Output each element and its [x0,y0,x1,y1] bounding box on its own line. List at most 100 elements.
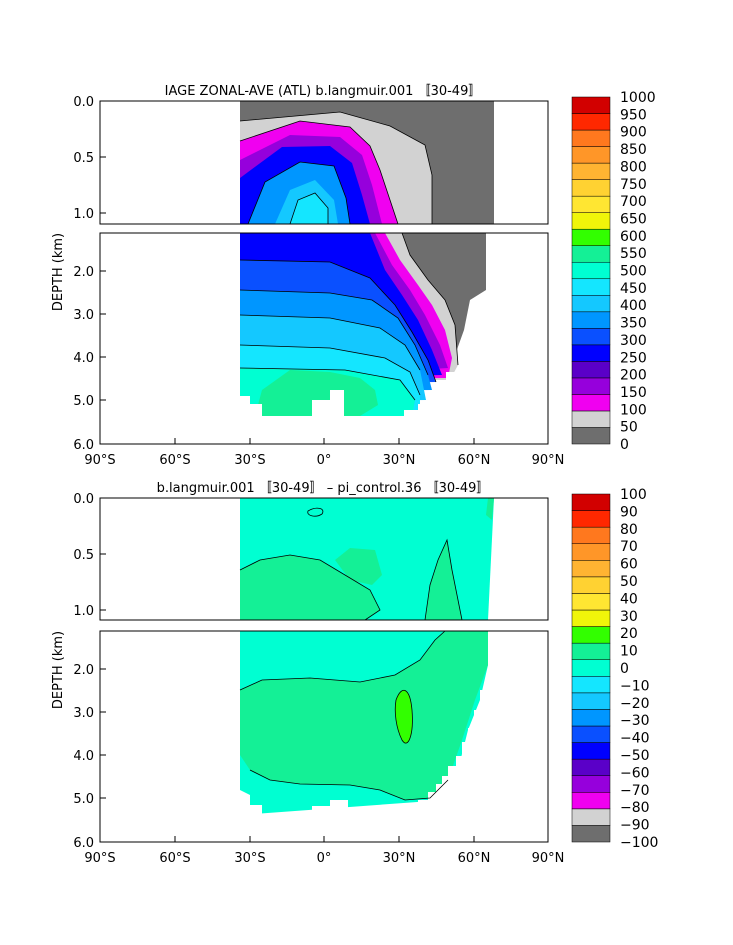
colorbar-swatch [571,344,611,362]
colorbar-level-label: 500 [620,264,647,280]
colorbar-level-label: −40 [620,731,650,747]
colorbar-level-label: 800 [620,159,647,175]
panel-2-y-tick-label: 6.0 [73,836,94,851]
colorbar-swatch [571,758,611,776]
colorbar-level-label: 450 [620,281,647,297]
panel-1-contour-a [239,120,399,225]
colorbar-swatch [571,377,611,395]
panel-2: b.langmuir.001 〚30-49〛 – pi_control.36 〚… [51,481,658,866]
colorbar-swatch [571,510,611,528]
colorbar-swatch [571,493,611,511]
panel-2-y-tick-label: 3.0 [73,706,94,721]
panel-1-lower-550 [255,370,378,416]
colorbar-level-label: 80 [620,522,638,538]
panel-2-x-tick-label: 0° [317,851,332,866]
colorbar-level-label: 1000 [620,90,656,106]
panel-2-lower-green [395,690,413,744]
panel-2-x-tick-label: 30°N [383,851,416,866]
panel-2-y-tick-label: 4.0 [73,749,94,764]
colorbar-level-label: −90 [620,818,650,834]
panel-2-x-tick-label: 60°N [458,851,491,866]
panel-1-field-upper [239,101,494,225]
panel-1-field-lower [239,232,548,444]
colorbar-level-label: 60 [620,557,638,573]
colorbar-swatch [571,642,611,660]
colorbar-level-label: 10 [620,644,638,660]
colorbar-level-label: 300 [620,333,647,349]
colorbar-swatch [571,808,611,826]
panel-2-region-pos-d [486,498,494,520]
panel-2-y-ticks-lower: 2.0 3.0 4.0 5.0 6.0 [73,663,106,851]
colorbar-level-label: −100 [620,835,658,851]
panel-2-x-tick-label: 30°S [234,851,265,866]
colorbar-swatch [571,228,611,246]
panel-1-x-tick-label: 30°S [234,453,265,468]
colorbar-level-label: 350 [620,316,647,332]
colorbar-swatch [571,725,611,743]
colorbar-level-label: 20 [620,626,638,642]
panel-1-region-400 [290,193,328,224]
colorbar-level-label: 100 [620,402,647,418]
panel-2-region-pos-b [335,548,382,585]
panel-2-colorbar: −100−90−80−70−60−50−40−30−20−10010203040… [571,487,658,851]
panel-2-lower-mask-3 [404,690,488,842]
panel-1-y-tick-label: 0.5 [73,151,94,166]
panel-1-contour-c [247,161,351,225]
colorbar-swatch [571,676,611,694]
colorbar-swatch [571,427,611,445]
colorbar-level-label: 40 [620,591,638,607]
colorbar-swatch [571,361,611,379]
colorbar-swatch [571,96,611,114]
panel-2-contour-b [424,538,463,621]
panel-2-x-tick-label: 90°S [84,851,115,866]
colorbar-swatch [571,692,611,710]
colorbar-swatch [571,825,611,843]
colorbar-swatch [571,146,611,164]
colorbar-swatch [571,659,611,677]
panel-1-y-tick-label: 6.0 [73,438,94,453]
colorbar-swatch [571,576,611,594]
panel-1-y-tick-label: 2.0 [73,265,94,280]
panel-1-x-tick-label: 60°N [458,453,491,468]
colorbar-swatch [571,609,611,627]
colorbar-level-label: 850 [620,142,647,158]
colorbar-swatch [571,626,611,644]
colorbar-swatch [571,113,611,131]
panel-2-y-tick-label: 5.0 [73,792,94,807]
panel-1-y-ticks-upper: 0.0 0.5 1.0 [73,95,106,222]
colorbar-swatch [571,195,611,213]
panel-1-x-tick-label: 90°S [84,453,115,468]
panel-1-colorbar: 0501001502002503003504004505005506006507… [571,90,656,453]
colorbar-level-label: 550 [620,246,647,262]
colorbar-level-label: 70 [620,539,638,555]
panel-1-y-tick-label: 4.0 [73,351,94,366]
panel-2-y-tick-label: 0.5 [73,548,94,563]
panel-1-lower-contour-f [401,232,459,366]
colorbar-level-label: 0 [620,437,629,453]
panel-2-lower-contour-c [394,689,413,744]
panel-2-y-ticks-upper: 0.0 0.5 1.0 [73,492,106,619]
panel-1-y-tick-label: 1.0 [73,207,94,222]
colorbar-level-label: 750 [620,177,647,193]
panel-2-contour-a [239,554,381,621]
panel-2-x-tick-label: 90°N [532,851,565,866]
panel-1-y-ticks-lower: 2.0 3.0 4.0 5.0 6.0 [73,265,106,453]
colorbar-swatch [571,311,611,329]
panel-1-y-tick-label: 0.0 [73,95,94,110]
colorbar-level-label: 50 [620,574,638,590]
panel-1-x-tick-label: 30°N [383,453,416,468]
colorbar-swatch [571,212,611,230]
colorbar-level-label: 0 [620,661,629,677]
colorbar-level-label: 650 [620,211,647,227]
panel-2-y-tick-label: 0.0 [73,492,94,507]
panel-2-y-axis-label: DEPTH (km) [51,631,66,709]
panel-2-lower-pos [240,631,488,800]
colorbar-swatch [571,179,611,197]
panel-2-x-ticks: 90°S 60°S 30°S 0° 30°N 60°N 90°N [84,836,564,866]
colorbar-swatch [571,328,611,346]
colorbar-level-label: −80 [620,800,650,816]
panel-2-field-lower [239,630,548,842]
colorbar-swatch [571,261,611,280]
panel-2-region-pos-a [240,555,380,620]
colorbar-level-label: 900 [620,125,647,141]
